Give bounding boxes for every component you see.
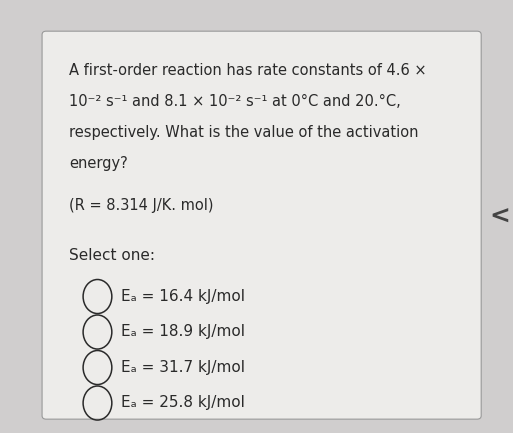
Text: energy?: energy?	[69, 156, 128, 171]
Text: respectively. What is the value of the activation: respectively. What is the value of the a…	[69, 125, 419, 140]
Text: Eₐ = 16.4 kJ/mol: Eₐ = 16.4 kJ/mol	[121, 289, 245, 304]
Text: Eₐ = 31.7 kJ/mol: Eₐ = 31.7 kJ/mol	[121, 360, 245, 375]
Text: 10⁻² s⁻¹ and 8.1 × 10⁻² s⁻¹ at 0°C and 20.°C,: 10⁻² s⁻¹ and 8.1 × 10⁻² s⁻¹ at 0°C and 2…	[69, 94, 401, 109]
Text: A first-order reaction has rate constants of 4.6 ×: A first-order reaction has rate constant…	[69, 63, 427, 78]
Text: Eₐ = 25.8 kJ/mol: Eₐ = 25.8 kJ/mol	[121, 395, 244, 410]
Text: Eₐ = 18.9 kJ/mol: Eₐ = 18.9 kJ/mol	[121, 324, 245, 339]
Text: <: <	[490, 204, 510, 229]
Text: (R = 8.314 J/K. mol): (R = 8.314 J/K. mol)	[69, 198, 214, 213]
FancyBboxPatch shape	[42, 31, 481, 419]
Text: Select one:: Select one:	[69, 248, 155, 263]
